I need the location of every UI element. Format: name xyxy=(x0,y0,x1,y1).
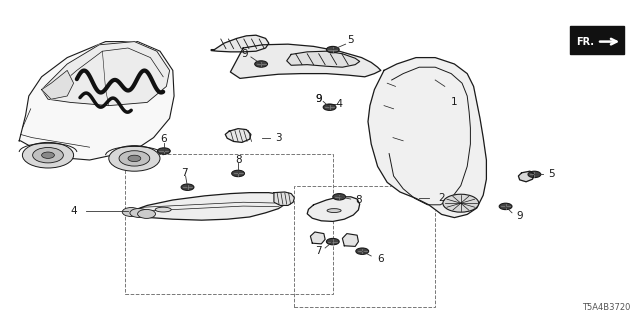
Circle shape xyxy=(443,194,479,212)
Text: 7: 7 xyxy=(181,168,188,178)
Circle shape xyxy=(181,184,194,190)
Circle shape xyxy=(130,209,148,218)
Polygon shape xyxy=(128,193,288,220)
Text: 6: 6 xyxy=(378,254,384,264)
Circle shape xyxy=(33,148,63,163)
Text: 6: 6 xyxy=(161,134,167,144)
Text: 5: 5 xyxy=(548,169,555,180)
Circle shape xyxy=(528,171,541,178)
Polygon shape xyxy=(42,42,170,106)
Text: 9: 9 xyxy=(316,94,322,104)
Circle shape xyxy=(22,142,74,168)
Circle shape xyxy=(326,46,339,53)
Text: 8: 8 xyxy=(355,195,362,205)
Text: FR.: FR. xyxy=(577,36,595,47)
Polygon shape xyxy=(307,197,360,221)
Polygon shape xyxy=(225,129,251,142)
Text: 8: 8 xyxy=(235,155,241,165)
Polygon shape xyxy=(19,42,174,160)
Circle shape xyxy=(499,203,512,210)
Text: 9: 9 xyxy=(241,49,248,60)
Text: 2: 2 xyxy=(438,193,445,204)
Circle shape xyxy=(232,170,244,177)
Ellipse shape xyxy=(327,209,341,212)
Polygon shape xyxy=(230,44,381,78)
Polygon shape xyxy=(518,171,534,182)
Text: T5A4B3720: T5A4B3720 xyxy=(582,303,630,312)
Circle shape xyxy=(356,248,369,254)
Circle shape xyxy=(138,209,156,218)
Circle shape xyxy=(255,61,268,67)
Circle shape xyxy=(42,152,54,158)
Polygon shape xyxy=(287,51,360,67)
Circle shape xyxy=(122,207,140,216)
Bar xyxy=(125,154,333,294)
Text: 4: 4 xyxy=(70,206,77,216)
Text: 7: 7 xyxy=(316,246,322,256)
Text: —4: —4 xyxy=(326,99,344,109)
Polygon shape xyxy=(42,70,74,99)
Text: 9: 9 xyxy=(516,211,523,221)
Text: 3: 3 xyxy=(275,132,282,143)
Text: 5: 5 xyxy=(348,35,354,45)
Polygon shape xyxy=(310,232,325,244)
Circle shape xyxy=(109,146,160,171)
Polygon shape xyxy=(211,35,269,52)
Circle shape xyxy=(326,238,339,245)
Ellipse shape xyxy=(155,207,172,212)
Circle shape xyxy=(323,104,336,110)
Circle shape xyxy=(128,155,141,162)
Polygon shape xyxy=(274,192,294,205)
Circle shape xyxy=(119,151,150,166)
Polygon shape xyxy=(368,58,486,218)
Circle shape xyxy=(157,148,170,154)
Bar xyxy=(570,26,624,54)
Circle shape xyxy=(333,194,346,200)
Text: 1: 1 xyxy=(451,97,458,108)
Bar xyxy=(294,186,435,307)
Text: 9: 9 xyxy=(316,94,322,104)
Polygon shape xyxy=(342,234,358,246)
